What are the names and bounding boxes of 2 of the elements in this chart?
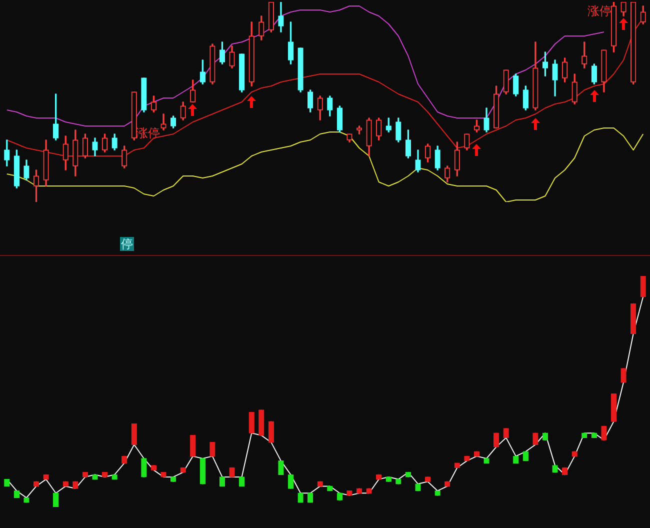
annotation: 涨停 <box>588 4 612 18</box>
text: 停 <box>120 237 134 251</box>
